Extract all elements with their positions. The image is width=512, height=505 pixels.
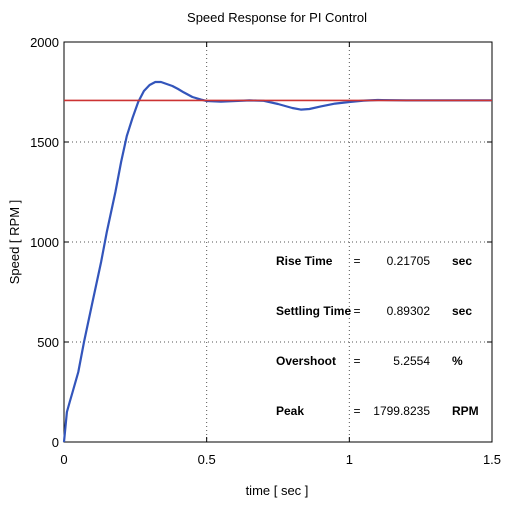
x-tick-label: 0 [60, 452, 67, 467]
metric-label: Peak [276, 404, 304, 418]
x-axis-label: time [ sec ] [246, 483, 309, 498]
metric-unit: RPM [452, 404, 479, 418]
x-tick-label: 1 [346, 452, 353, 467]
metric-equals: = [353, 354, 360, 368]
metric-unit: sec [452, 304, 472, 318]
metric-equals: = [353, 304, 360, 318]
axis-ticks: 0 0.5 1 1.5 0 500 1000 1500 2000 [30, 35, 501, 467]
y-axis-label: Speed [ RPM ] [7, 200, 22, 285]
x-tick-label: 1.5 [483, 452, 501, 467]
y-tick-label: 500 [37, 335, 59, 350]
metric-unit: % [452, 354, 463, 368]
metric-equals: = [353, 404, 360, 418]
metric-label: Overshoot [276, 354, 336, 368]
metric-unit: sec [452, 254, 472, 268]
metric-label: Settling Time [276, 304, 351, 318]
speed-response-line [62, 80, 492, 443]
metric-value: 5.2554 [393, 354, 430, 368]
x-tick-label: 0.5 [198, 452, 216, 467]
y-tick-label: 1000 [30, 235, 59, 250]
metric-value: 1799.8235 [373, 404, 430, 418]
grid [64, 42, 492, 442]
metric-value: 0.89302 [387, 304, 431, 318]
metric-value: 0.21705 [387, 254, 431, 268]
metric-label: Rise Time [276, 254, 333, 268]
y-tick-label: 1500 [30, 135, 59, 150]
y-tick-label: 2000 [30, 35, 59, 50]
metric-equals: = [353, 254, 360, 268]
series-layer [62, 80, 492, 443]
y-tick-label: 0 [52, 435, 59, 450]
chart-title: Speed Response for PI Control [187, 10, 367, 25]
